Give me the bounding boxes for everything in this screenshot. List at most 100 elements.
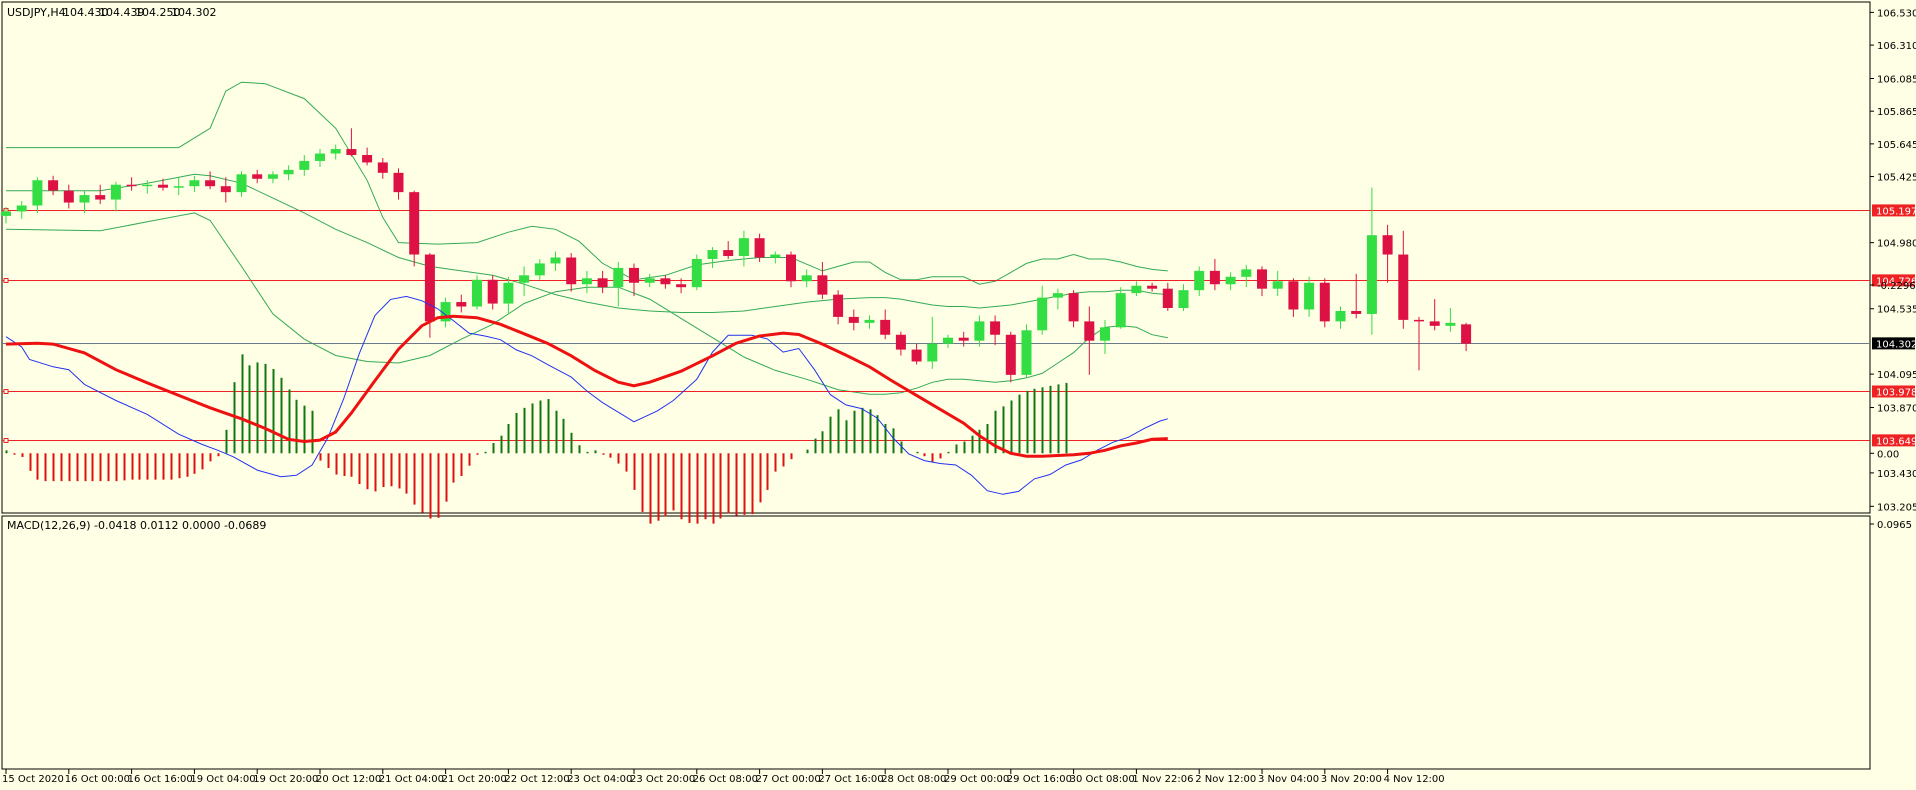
candle-body — [1209, 270, 1220, 285]
time-tick-label: 22 Oct 12:00 — [504, 774, 569, 785]
candle-body — [1366, 235, 1377, 314]
candle-body — [943, 337, 953, 344]
level-line-handle — [3, 438, 9, 443]
candle-body — [1147, 285, 1158, 289]
macd-tick-label: -0.2296 — [1877, 281, 1916, 292]
candle-body — [1194, 270, 1205, 291]
candle-body — [1115, 293, 1126, 328]
macd-main-line — [5, 295, 1168, 495]
candle-body — [1162, 288, 1173, 309]
candle-body — [660, 278, 671, 285]
price-tick-label: 106.085 — [1877, 75, 1916, 86]
candle-body — [472, 279, 482, 307]
macd-tick-label: 0.00 — [1877, 449, 1899, 460]
time-tick-label: 19 Oct 20:00 — [253, 774, 318, 785]
candle-body — [267, 174, 278, 179]
candle-body — [1225, 276, 1236, 285]
main-symbol: USDJPY,H4 — [7, 6, 66, 19]
candle-body — [534, 263, 545, 276]
candle-body — [566, 257, 577, 285]
candle-body — [32, 180, 43, 206]
time-tick-label: 2 Nov 12:00 — [1195, 774, 1256, 785]
candle-body — [519, 275, 530, 283]
candle-body — [16, 205, 27, 212]
candle-body — [362, 155, 373, 163]
macd-lines — [5, 295, 1168, 495]
main-close: 104.302 — [171, 6, 217, 19]
time-tick-label: 4 Nov 12:00 — [1384, 774, 1445, 785]
price-tick-label: 104.095 — [1877, 370, 1916, 381]
price-tick-label: 104.980 — [1877, 239, 1916, 250]
candle-body — [173, 186, 184, 188]
candle-body — [1304, 282, 1315, 310]
candle-body — [110, 184, 121, 200]
candle-body — [1, 211, 11, 216]
candle-body — [691, 258, 702, 288]
candle-body — [424, 254, 435, 322]
time-tick-label: 21 Oct 20:00 — [442, 774, 507, 785]
level-price-label: 103.978 — [1876, 387, 1916, 398]
time-tick-label: 27 Oct 00:00 — [756, 774, 821, 785]
price-axis[interactable]: 106.530 106.310 106.085 105.865 105.645 105.4… — [1870, 0, 1916, 790]
macd-signal-line — [5, 314, 1168, 458]
candle-body — [252, 174, 263, 179]
price-tick-label: 103.430 — [1877, 469, 1916, 480]
candle-body — [456, 302, 467, 307]
candle-body — [1084, 321, 1095, 341]
time-tick-label: 16 Oct 16:00 — [128, 774, 193, 785]
candle-body — [377, 162, 388, 173]
macd-tick-label: 0.0965 — [1877, 520, 1912, 531]
candle-body — [1021, 330, 1032, 375]
main-low: 104.250 — [135, 6, 181, 19]
candle-body — [911, 349, 922, 362]
current-price-box — [1872, 337, 1915, 350]
main-open: 104.430 — [63, 6, 109, 19]
bollinger-middle-band — [6, 173, 1168, 313]
candle-body — [1461, 324, 1472, 344]
price-tick-label: 105.645 — [1877, 140, 1916, 151]
candle-body — [848, 316, 859, 323]
time-tick-label: 1 Nov 22:06 — [1132, 774, 1193, 785]
candle-body — [597, 278, 608, 288]
candle-body — [927, 343, 938, 362]
candle-body — [409, 192, 420, 255]
price-tick-label: 104.535 — [1877, 305, 1916, 316]
candle-body — [833, 294, 844, 317]
candle-body — [786, 254, 796, 282]
macd-axis: 0.0965 0.00 -0.2296 — [1870, 281, 1916, 531]
candle-body — [613, 267, 624, 288]
candle-body — [142, 184, 153, 187]
macd-pane[interactable]: MACD(12,26,9) -0.0418 0.0112 0.0000 -0.0… — [1, 295, 1871, 770]
time-tick-label: 26 Oct 08:00 — [693, 774, 758, 785]
candle-body — [990, 321, 1001, 335]
price-tick-label: 103.205 — [1877, 502, 1916, 513]
level-price-box — [1872, 274, 1915, 287]
candle-body — [503, 282, 514, 304]
time-tick-label: 3 Nov 20:00 — [1321, 774, 1382, 785]
candle-body — [707, 250, 718, 259]
candle-body — [236, 174, 247, 193]
candle-body — [1100, 327, 1110, 341]
candle-body — [1398, 254, 1409, 320]
candle-body — [974, 321, 985, 341]
candle-body — [1037, 297, 1048, 331]
time-tick-label: 30 Oct 08:00 — [1070, 774, 1135, 785]
candle-body — [723, 250, 734, 257]
candle-body — [440, 302, 451, 322]
candle-body — [1319, 282, 1330, 322]
candle-body — [1382, 235, 1393, 255]
level-price-label: 103.649 — [1876, 436, 1916, 447]
candle-body — [550, 257, 561, 264]
candle-body — [79, 195, 90, 203]
candle-body — [299, 160, 310, 170]
time-tick-label: 3 Nov 04:00 — [1258, 774, 1319, 785]
main-pane-frame — [1, 1, 1871, 514]
price-tick-label: 106.530 — [1877, 8, 1916, 19]
candle-body — [676, 284, 687, 288]
main-high: 104.439 — [99, 6, 145, 19]
macd-histogram — [5, 354, 1068, 524]
candle-body — [315, 153, 325, 161]
